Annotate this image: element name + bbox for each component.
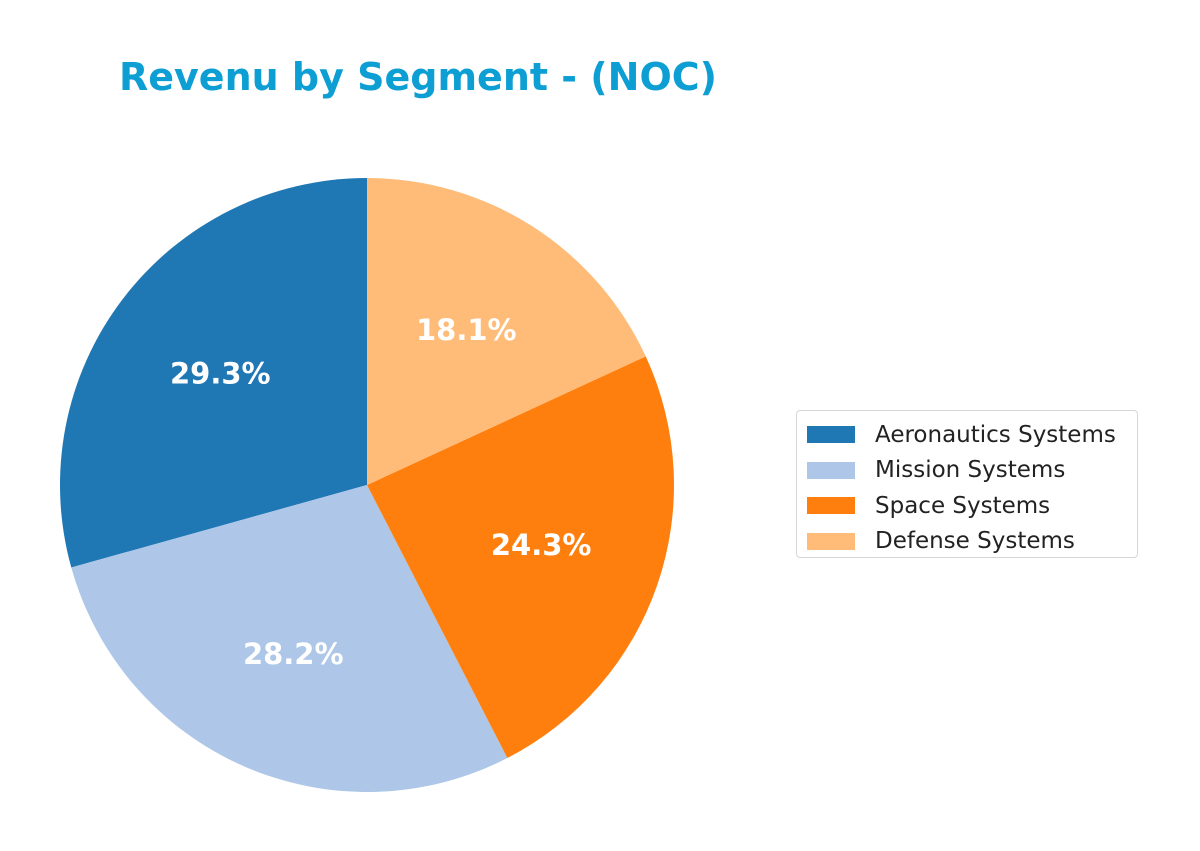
chart-title: Revenu by Segment - (NOC): [119, 55, 717, 99]
pie-slice-aeronautics-systems: [59, 178, 367, 568]
legend-label: Defense Systems: [875, 528, 1075, 555]
legend-label: Space Systems: [875, 492, 1051, 519]
slice-label-aeronautics-systems: 29.3%: [170, 357, 271, 391]
pie-slice-defense-systems: [367, 178, 646, 485]
legend-item-aeronautics-systems: Aeronautics Systems: [807, 417, 1137, 453]
legend-item-defense-systems: Defense Systems: [807, 524, 1137, 560]
legend-label: Aeronautics Systems: [875, 421, 1116, 448]
pie-slices: [59, 178, 674, 792]
legend-label: Mission Systems: [875, 457, 1066, 484]
slice-label-space-systems: 24.3%: [491, 528, 592, 562]
legend: Aeronautics Systems Mission Systems Space …: [796, 410, 1138, 558]
legend-swatch: [807, 426, 855, 444]
slice-label-defense-systems: 18.1%: [416, 313, 517, 347]
pie-value-labels: 29.3% 28.2% 24.3% 18.1%: [170, 313, 591, 671]
legend-item-mission-systems: Mission Systems: [807, 453, 1137, 489]
pie-slice-mission-systems: [71, 485, 508, 792]
legend-swatch: [807, 497, 855, 515]
legend-item-space-systems: Space Systems: [807, 488, 1137, 524]
pie-slice-space-systems: [367, 356, 674, 759]
slice-label-mission-systems: 28.2%: [243, 637, 344, 671]
legend-swatch: [807, 461, 855, 479]
legend-swatch: [807, 532, 855, 550]
